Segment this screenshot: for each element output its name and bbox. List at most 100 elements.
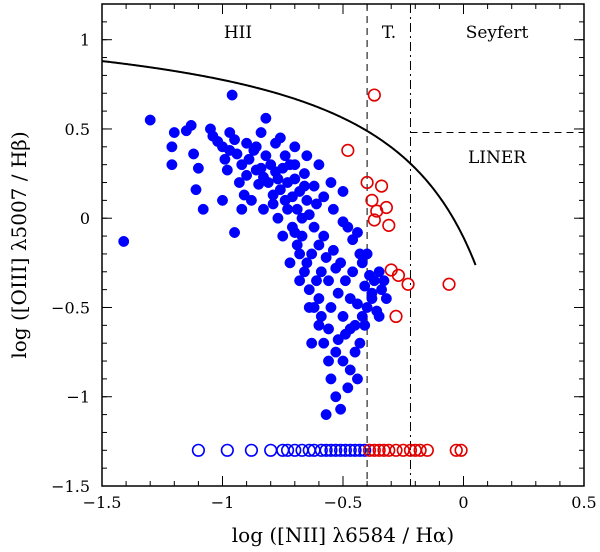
y-tick-label: −1.5 <box>51 477 90 496</box>
hii-point <box>229 227 241 238</box>
hii-point <box>245 194 257 206</box>
hii-point <box>233 177 245 188</box>
hii-point <box>219 153 231 165</box>
hii-point <box>243 153 255 165</box>
hii-point <box>188 148 200 160</box>
hii-point <box>226 89 238 101</box>
hii-point <box>185 119 197 131</box>
agn-point <box>403 443 418 457</box>
hii-point <box>318 191 330 203</box>
hii-point <box>339 275 351 287</box>
hii-point <box>352 373 363 385</box>
hii-point <box>359 280 371 292</box>
hii-point <box>354 337 366 349</box>
hii-point <box>373 266 385 278</box>
hii-point <box>221 164 233 176</box>
hii-point <box>260 150 272 162</box>
hii-point <box>166 141 178 153</box>
hii-point <box>313 293 325 305</box>
hii-point <box>318 337 330 349</box>
hii-point <box>318 230 330 242</box>
agn-point <box>372 443 386 457</box>
agn-point <box>442 277 456 291</box>
hii-point <box>236 203 248 215</box>
hii-point <box>332 287 344 299</box>
hii-point <box>286 221 298 233</box>
hii-point <box>366 287 378 299</box>
hii-point <box>274 132 286 144</box>
hii-limit-point <box>324 443 338 457</box>
region-label-seyfert: Seyfert <box>466 23 529 43</box>
hii-point <box>190 184 202 196</box>
hii-point <box>323 355 334 367</box>
x-tick-label: 0.5 <box>571 493 596 512</box>
agn-point <box>374 179 389 193</box>
hii-limit-point <box>333 443 348 457</box>
hii-point <box>277 230 289 242</box>
hii-point <box>335 257 347 269</box>
hii-point <box>217 194 228 206</box>
hii-point <box>327 244 339 256</box>
x-axis-label: log ([NII] λ6584 / Hα) <box>232 523 454 547</box>
agn-point <box>420 443 434 457</box>
hii-point <box>144 114 156 126</box>
hii-point <box>289 141 301 153</box>
hii-point <box>330 346 342 358</box>
hii-point <box>335 403 347 415</box>
hii-point <box>282 203 294 215</box>
hii-point <box>311 198 322 210</box>
hii-point <box>255 127 267 138</box>
hii-limit-point <box>343 443 357 457</box>
hii-point <box>320 252 332 263</box>
hii-point <box>303 302 315 313</box>
hii-limit-point <box>191 443 205 457</box>
hii-limit-point <box>264 443 278 457</box>
hii-point <box>241 169 253 181</box>
hii-point <box>347 266 359 278</box>
hii-point <box>361 302 373 313</box>
hii-point <box>323 323 334 335</box>
agn-point <box>367 88 381 102</box>
hii-point <box>337 216 349 228</box>
max-starburst-curve <box>102 60 477 266</box>
y-axis-label: log ([OIII] λ5007 / Hβ) <box>7 131 31 358</box>
hii-point <box>298 168 310 180</box>
y-tick-label: 0.5 <box>65 120 90 139</box>
data-layer <box>102 4 584 486</box>
y-tick-label: 1 <box>80 31 90 50</box>
hii-point <box>359 319 371 331</box>
hii-point <box>330 391 342 403</box>
hii-point <box>118 235 130 247</box>
hii-limit-point <box>329 443 343 457</box>
hii-point <box>301 150 313 162</box>
hii-limit-point <box>288 443 302 457</box>
hii-point <box>308 180 320 192</box>
x-tick-label: 0 <box>458 493 468 512</box>
hii-point <box>229 134 241 146</box>
hii-point <box>274 184 286 196</box>
hii-point <box>325 373 337 385</box>
hii-point <box>224 144 236 156</box>
region-label-hii: HII <box>224 23 252 43</box>
agn-point <box>382 443 396 457</box>
hii-point <box>352 227 363 238</box>
hii-point <box>308 221 320 233</box>
agn-point <box>367 213 381 227</box>
agn-point <box>360 175 374 190</box>
hii-limit-point <box>244 443 259 457</box>
agn-point <box>362 443 377 457</box>
hii-point <box>344 323 356 335</box>
hii-point <box>197 203 209 215</box>
hii-limit-point <box>319 443 333 457</box>
y-tick-label: −0.5 <box>51 298 90 317</box>
agn-point <box>449 443 463 457</box>
hii-point <box>298 180 310 192</box>
hii-point <box>337 310 349 322</box>
hii-point <box>337 355 349 367</box>
hii-point <box>289 159 301 171</box>
hii-point <box>192 162 204 174</box>
hii-point <box>267 198 279 210</box>
hii-point <box>313 159 325 171</box>
hii-point <box>272 212 284 224</box>
axes-layer: −1.5 −1 −0.5 0 0.5 −1.5 −1 −0.5 0 0.5 1 <box>51 3 597 512</box>
